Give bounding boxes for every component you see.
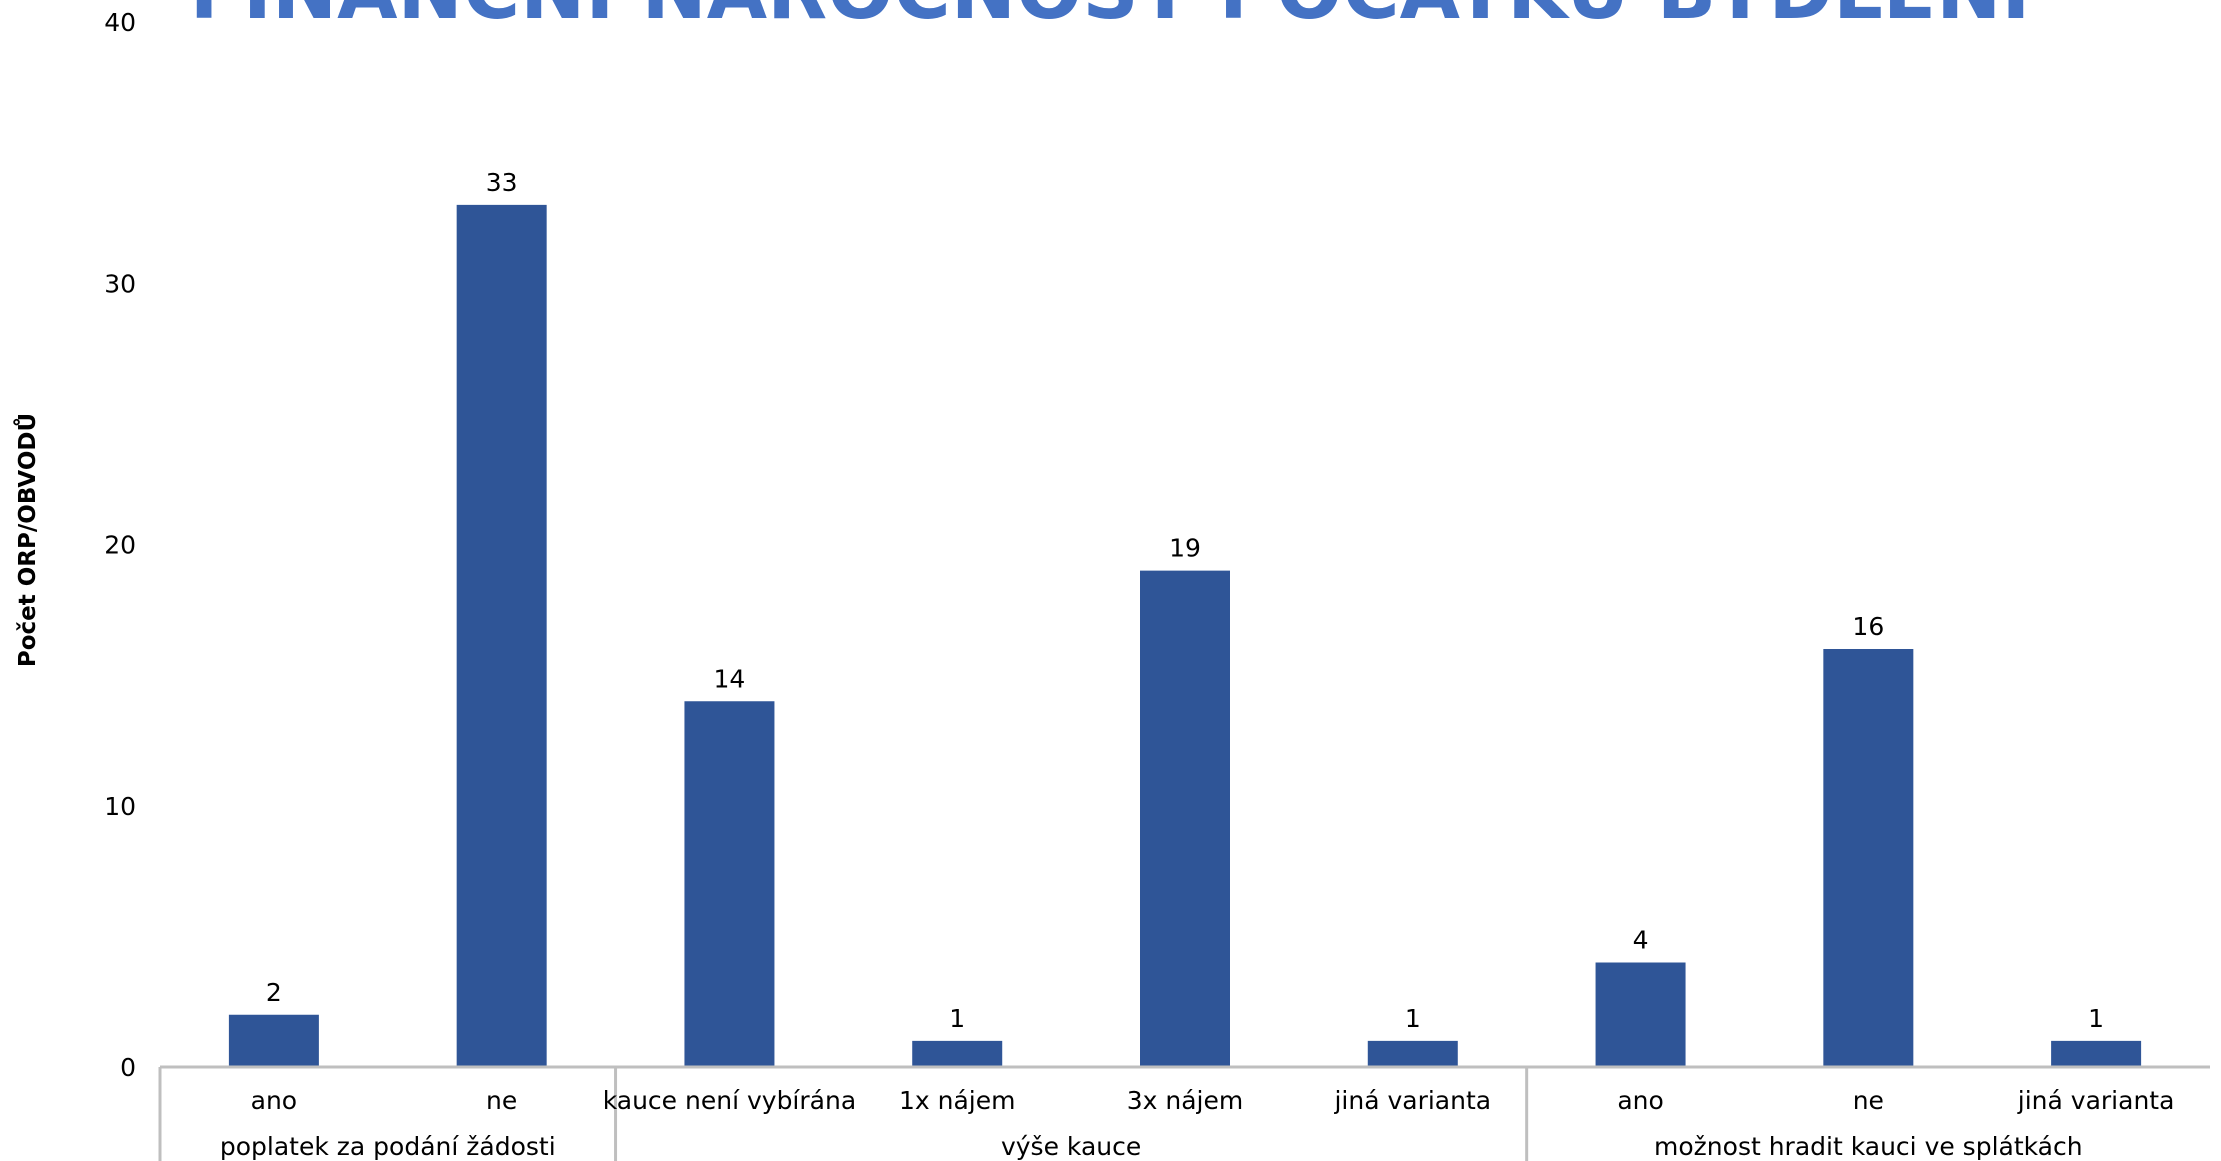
y-tick-label: 10 — [104, 792, 136, 821]
data-label: 33 — [486, 168, 518, 197]
y-tick-labels: 0 10 20 30 40 — [104, 8, 136, 1082]
category-labels: ano ne kauce není vybírána 1x nájem 3x nájem… — [220, 1086, 2175, 1161]
y-tick-label: 0 — [120, 1053, 136, 1082]
bar — [456, 204, 547, 1067]
data-label: 1 — [949, 1004, 965, 1033]
data-label: 1 — [1405, 1004, 1421, 1033]
chart-title: FINANČNÍ NÁROČNOST POČÁTKU BYDLENÍ — [190, 0, 2031, 37]
data-label: 4 — [1633, 926, 1649, 955]
category-label: 1x nájem — [899, 1086, 1016, 1115]
bar — [1140, 570, 1230, 1067]
y-tick-label: 20 — [104, 531, 136, 560]
bars — [228, 204, 2142, 1067]
group-label: výše kauce — [1001, 1132, 1141, 1161]
category-label: ne — [1853, 1086, 1884, 1115]
data-label: 16 — [1852, 612, 1884, 641]
category-label: 3x nájem — [1127, 1086, 1244, 1115]
data-label: 19 — [1169, 534, 1201, 563]
category-label: ano — [1617, 1086, 1663, 1115]
data-label: 14 — [714, 664, 746, 693]
data-label: 2 — [266, 978, 282, 1007]
bar — [2051, 1040, 2142, 1067]
bar — [1367, 1040, 1458, 1067]
data-label: 1 — [2088, 1004, 2104, 1033]
category-label: jiná varianta — [1333, 1086, 1491, 1115]
bar — [228, 1014, 319, 1067]
x-axis — [158, 1065, 2210, 1161]
y-axis-title: Počet ORP/OBVODŮ — [13, 413, 41, 667]
y-tick-label: 30 — [104, 269, 136, 298]
y-tick-label: 40 — [104, 8, 136, 37]
bar — [684, 701, 775, 1067]
bar — [912, 1040, 1003, 1067]
category-label: ano — [251, 1086, 297, 1115]
category-label: jiná varianta — [2017, 1086, 2175, 1115]
bar — [1595, 962, 1686, 1067]
bar — [1823, 649, 1914, 1067]
category-label: kauce není vybírána — [603, 1086, 856, 1115]
category-label: ne — [486, 1086, 517, 1115]
group-label: poplatek za podání žádosti — [220, 1132, 556, 1161]
group-label: možnost hradit kauci ve splátkách — [1654, 1132, 2083, 1161]
